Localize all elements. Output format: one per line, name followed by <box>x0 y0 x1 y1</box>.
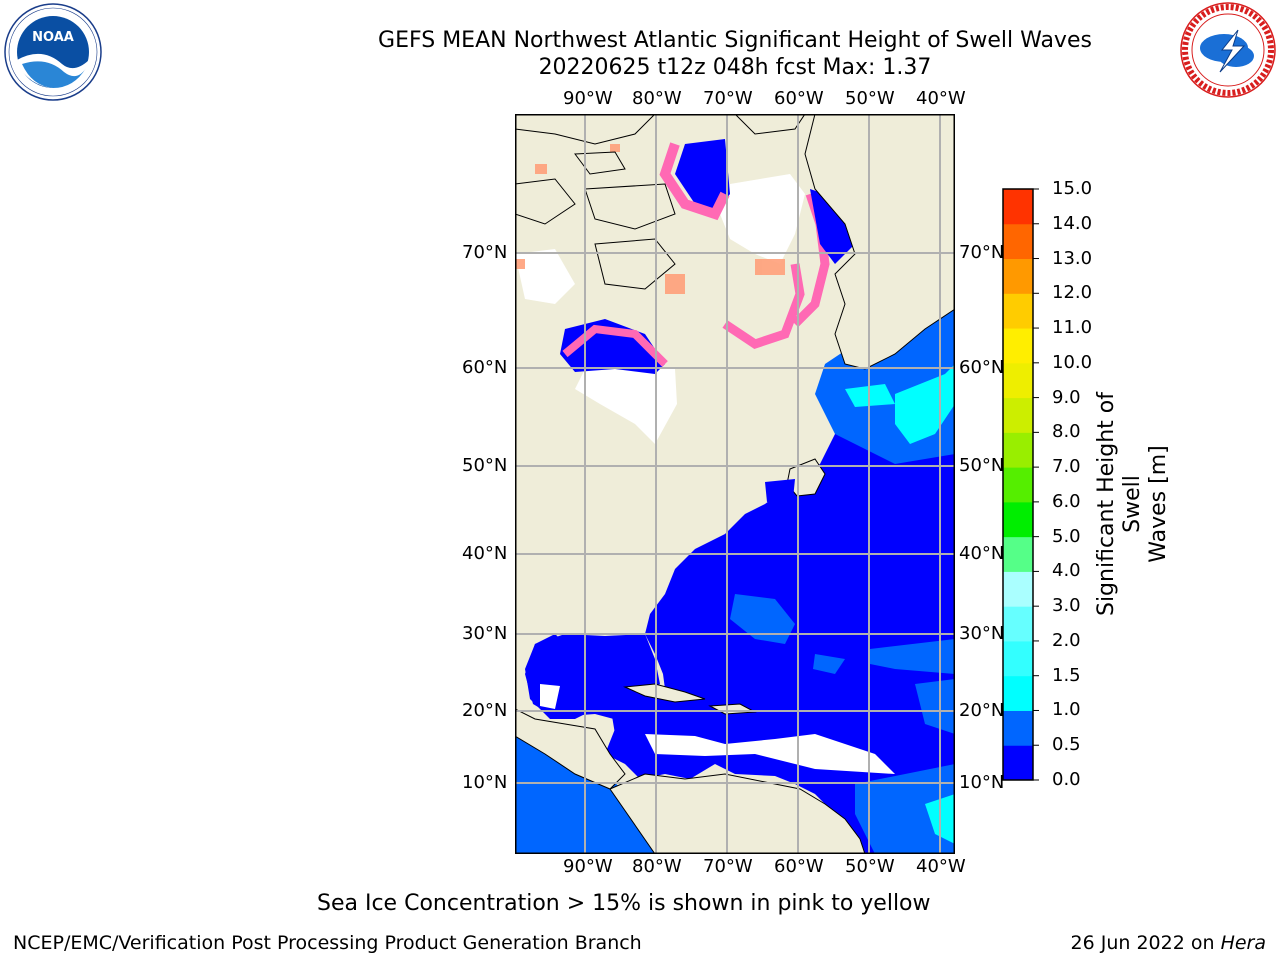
map-area <box>515 114 955 854</box>
colorbar-label-line1: Significant Height of Swell <box>1094 391 1145 617</box>
greenland-sw-blue <box>810 189 855 264</box>
lat-label-right-70n: 70°N <box>959 242 1005 263</box>
colorbar-tick-label: 9.0 <box>1052 386 1081 408</box>
canadian-archipelago <box>515 114 806 290</box>
sea-ice-orange <box>515 144 785 294</box>
south-america <box>609 773 866 854</box>
lon-label-top-60w: 60°W <box>774 88 824 109</box>
lat-label-right-10n: 10°N <box>959 772 1005 793</box>
baffin-bay <box>675 139 730 214</box>
eastern-pacific <box>515 734 665 854</box>
colorbar-tick-label: 2.0 <box>1052 629 1081 651</box>
lon-label-top-40w: 40°W <box>916 88 966 109</box>
colorbar-segment <box>1003 640 1033 677</box>
lat-label-right-30n: 30°N <box>959 623 1005 644</box>
colorbar-segment <box>1003 745 1033 781</box>
colorbar-tick-label: 0.0 <box>1052 769 1081 790</box>
map-frame <box>515 114 955 854</box>
colorbar-label-line2: Waves [m] <box>1146 445 1171 563</box>
footer-branch: NCEP/EMC/Verification Post Processing Pr… <box>13 932 642 954</box>
colorbar-segment <box>1003 293 1033 329</box>
colorbar-label: Significant Height of Swell Waves [m] <box>1094 384 1171 624</box>
colorbar-segment <box>1003 606 1033 642</box>
colorbar-tick-label: 7.0 <box>1052 456 1081 478</box>
lat-label-left-40n: 40°N <box>462 543 508 564</box>
baffin-ice <box>659 142 730 221</box>
noaa-logo: NOAA <box>4 3 102 101</box>
graticule <box>515 114 955 854</box>
colorbar-tick-label: 3.0 <box>1052 595 1081 617</box>
colorbar-tick-label: 1.5 <box>1052 664 1081 686</box>
lat-label-right-20n: 20°N <box>959 700 1005 721</box>
lon-label-top-80w: 80°W <box>632 88 682 109</box>
chart-subtitle: 20220625 t12z 048h fcst Max: 1.37 <box>538 55 932 80</box>
sea-ice-note: Sea Ice Concentration > 15% is shown in … <box>317 891 931 916</box>
colorbar-tick-label: 13.0 <box>1052 247 1093 269</box>
lon-label-bottom-70w: 70°W <box>703 856 753 877</box>
lon-label-top-90w: 90°W <box>563 88 613 109</box>
colorbar-segment <box>1003 467 1033 503</box>
lat-label-left-30n: 30°N <box>462 623 508 644</box>
colorbar-segment <box>1003 432 1033 468</box>
gulf-stlawrence <box>765 479 795 502</box>
colorbar-segment <box>1003 710 1033 746</box>
colorbar-tick-label: 1.0 <box>1052 699 1081 721</box>
colorbar-tick-label: 0.5 <box>1052 734 1081 756</box>
footer-date: 26 Jun 2022 on Hera <box>1071 932 1266 954</box>
lon-label-top-70w: 70°W <box>703 88 753 109</box>
colorbar-tick-label: 14.0 <box>1052 212 1093 234</box>
lon-label-bottom-40w: 40°W <box>916 856 966 877</box>
colorbar-tick-label: 5.0 <box>1052 525 1081 547</box>
colorbar-tick-label: 8.0 <box>1052 421 1081 443</box>
colorbar-segment <box>1003 675 1033 711</box>
colorbar-segment <box>1003 501 1033 538</box>
colorbar-tick-label: 4.0 <box>1052 560 1081 582</box>
colorbar-segment <box>1003 397 1033 433</box>
noaa-logo-text: NOAA <box>32 30 74 45</box>
colorbar-tick-label: 15.0 <box>1052 178 1093 199</box>
lat-label-right-60n: 60°N <box>959 357 1005 378</box>
hudson-bay-ice <box>562 324 668 367</box>
colorbar-segment <box>1003 223 1033 260</box>
colorbar-segment <box>1003 536 1033 572</box>
chart-title: GEFS MEAN Northwest Atlantic Significant… <box>378 28 1092 53</box>
colorbar-tick-label: 10.0 <box>1052 351 1093 373</box>
no-data-areas <box>515 174 895 774</box>
colorbar-tick-label: 12.0 <box>1052 282 1093 304</box>
colorbar-tick-label: 11.0 <box>1052 317 1093 339</box>
lat-label-left-60n: 60°N <box>462 357 508 378</box>
gulf-of-mexico <box>525 634 660 719</box>
colorbar-tick-label: 6.0 <box>1052 490 1081 512</box>
lat-label-right-50n: 50°N <box>959 455 1005 476</box>
colorbar-segment <box>1003 571 1033 607</box>
footer-machine: Hera <box>1220 932 1266 954</box>
lon-label-bottom-50w: 50°W <box>845 856 895 877</box>
colorbar-segment <box>1003 258 1033 294</box>
lon-label-bottom-80w: 80°W <box>632 856 682 877</box>
lat-label-left-20n: 20°N <box>462 700 508 721</box>
lon-label-bottom-90w: 90°W <box>563 856 613 877</box>
lat-label-left-10n: 10°N <box>462 772 508 793</box>
colorbar <box>1002 188 1039 781</box>
colorbar-segment <box>1003 362 1033 399</box>
colorbar-segment <box>1003 328 1033 364</box>
lat-label-left-50n: 50°N <box>462 455 508 476</box>
lon-label-top-50w: 50°W <box>845 88 895 109</box>
colorbar-segment <box>1003 189 1033 225</box>
greenland <box>804 114 955 370</box>
lat-label-left-70n: 70°N <box>462 242 508 263</box>
nws-logo <box>1180 2 1276 98</box>
footer-date-text: 26 Jun 2022 on <box>1070 932 1221 954</box>
lon-label-bottom-60w: 60°W <box>774 856 824 877</box>
lat-label-right-40n: 40°N <box>959 543 1005 564</box>
central-america <box>515 708 626 790</box>
